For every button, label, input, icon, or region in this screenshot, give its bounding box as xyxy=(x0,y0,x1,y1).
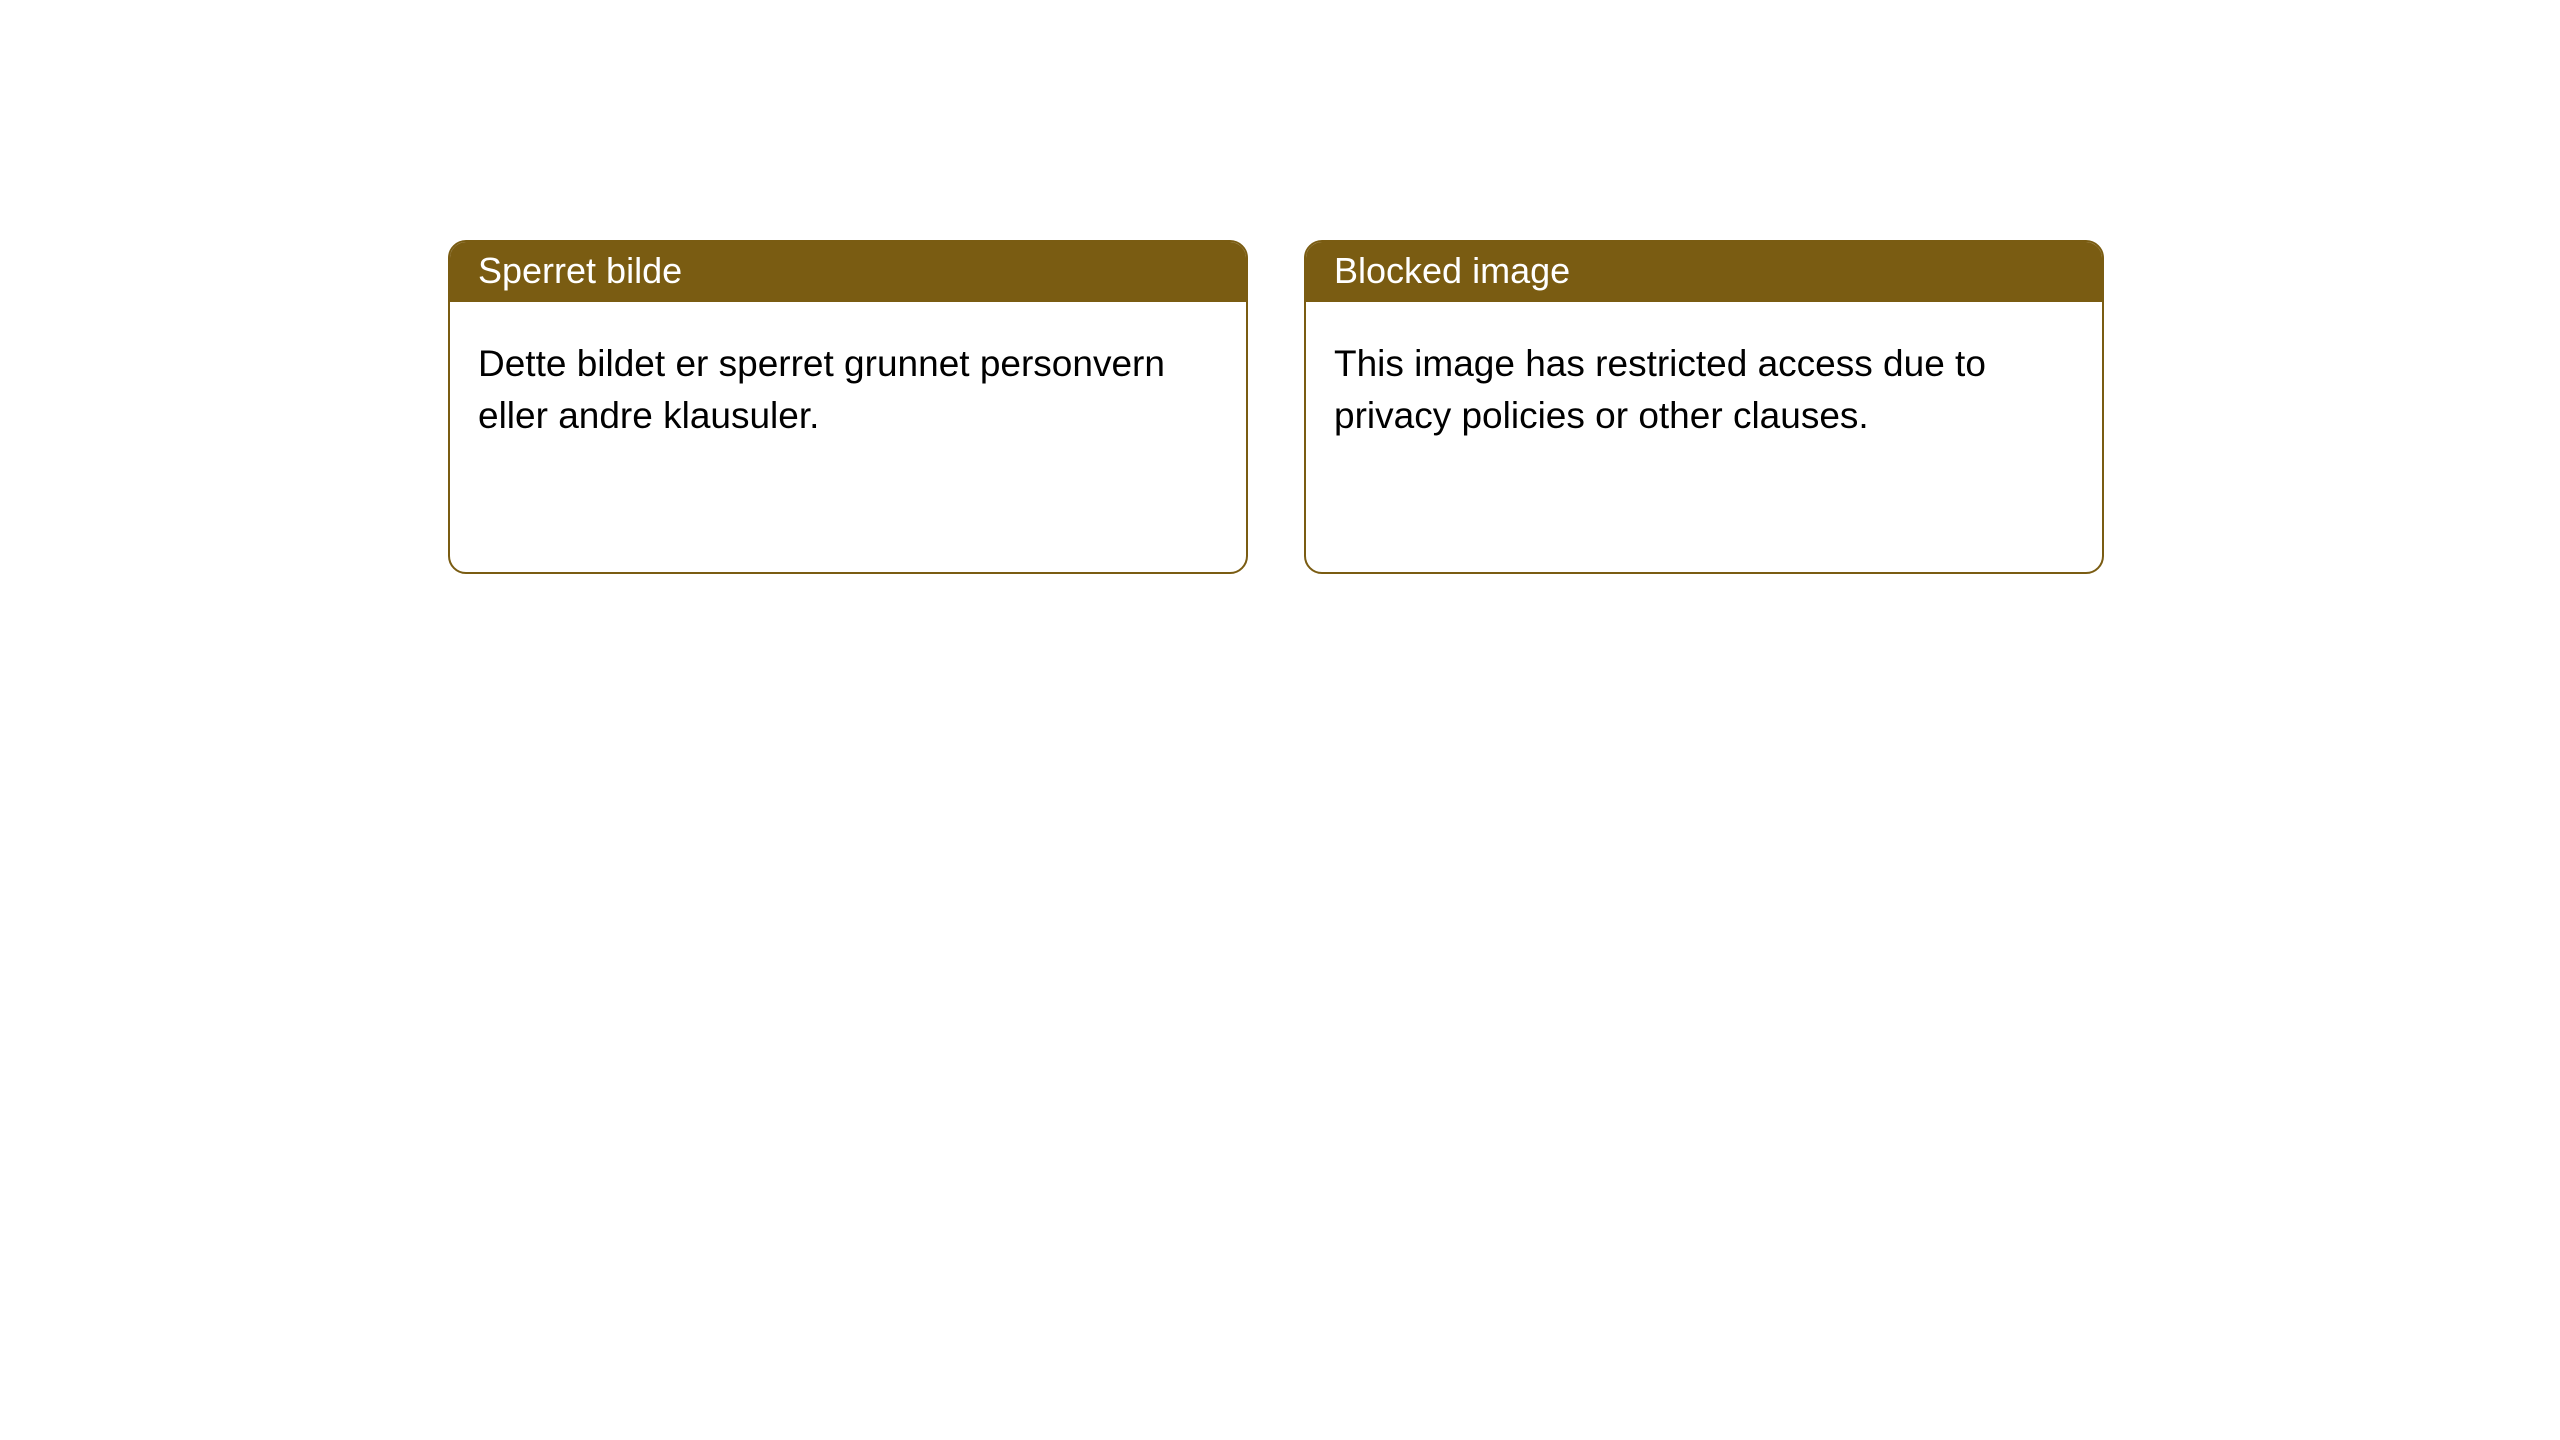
card-body-en: This image has restricted access due to … xyxy=(1306,302,2102,572)
card-title-no: Sperret bilde xyxy=(450,242,1246,302)
card-body-no: Dette bildet er sperret grunnet personve… xyxy=(450,302,1246,572)
blocked-image-card-no: Sperret bilde Dette bildet er sperret gr… xyxy=(448,240,1248,574)
notice-container: Sperret bilde Dette bildet er sperret gr… xyxy=(0,0,2560,574)
blocked-image-card-en: Blocked image This image has restricted … xyxy=(1304,240,2104,574)
card-title-en: Blocked image xyxy=(1306,242,2102,302)
